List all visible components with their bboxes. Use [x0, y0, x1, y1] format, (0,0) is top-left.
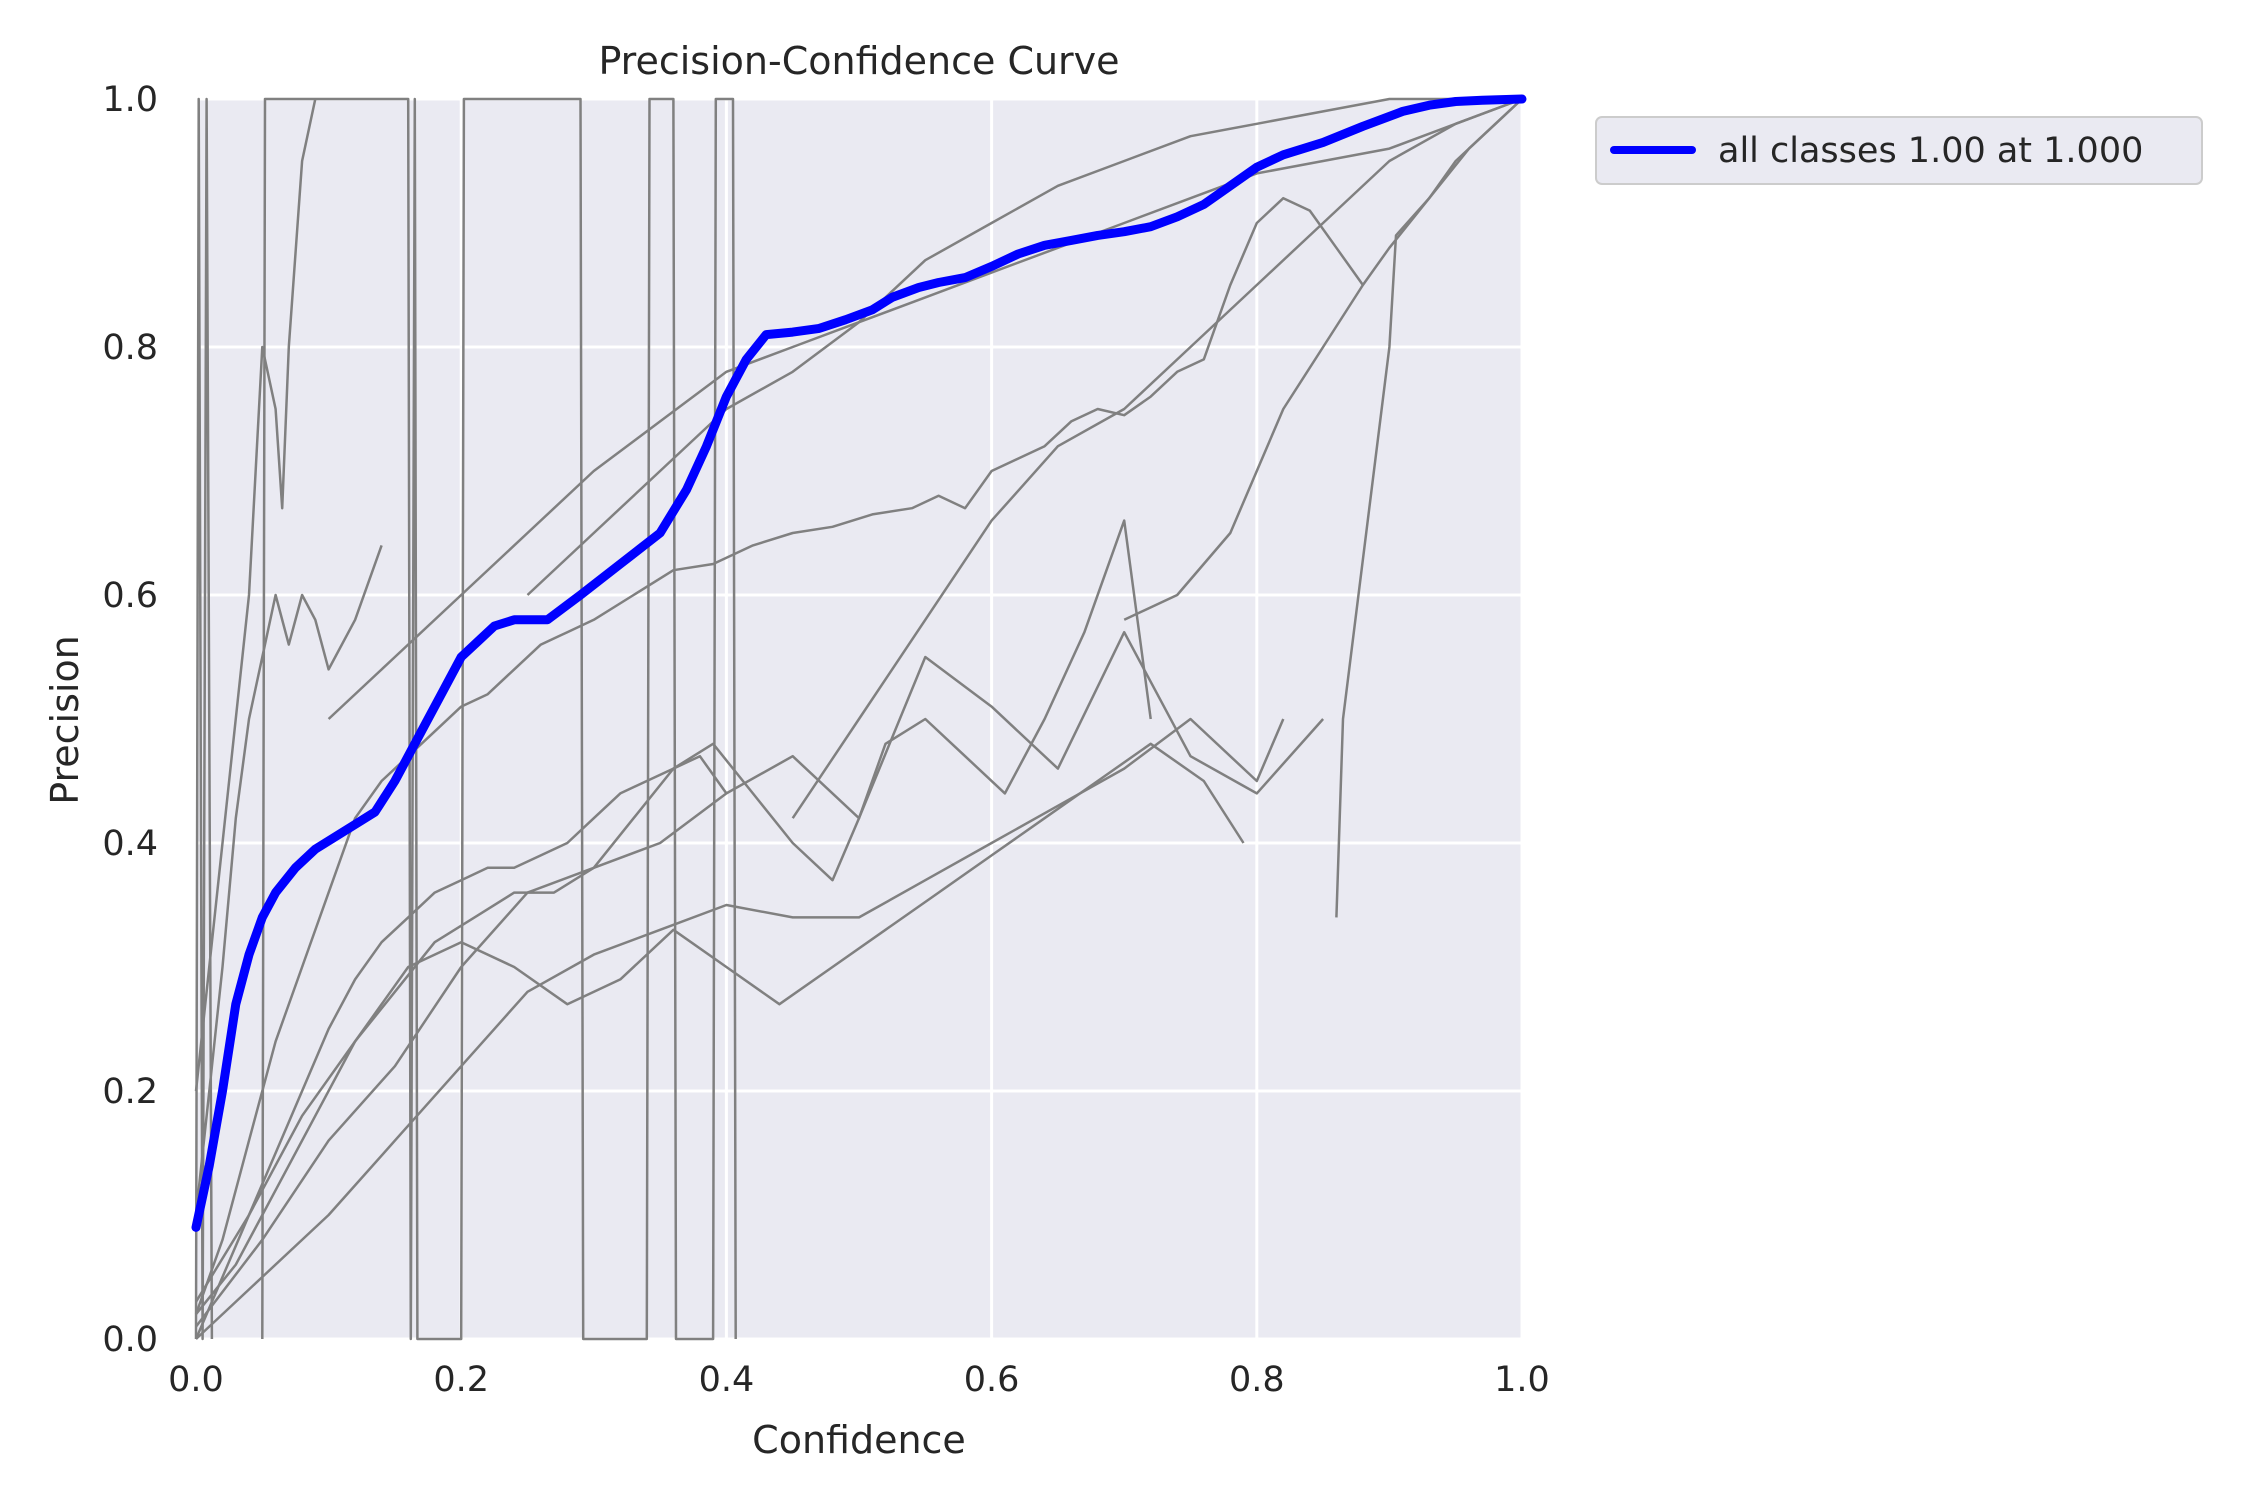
x-tick-labels: 0.0 0.2 0.4 0.6 0.8 1.0 [168, 1360, 1550, 1400]
legend-box [1595, 116, 2203, 185]
y-tick-label: 0.6 [102, 576, 158, 616]
series-line-all-classes [191, 94, 1527, 1232]
class-curve-3 [195, 630, 1325, 1328]
x-tick-label: 0.0 [168, 1360, 224, 1400]
y-tick-label: 0.4 [102, 824, 158, 864]
chart-title: Precision-Confidence Curve [598, 39, 1119, 83]
legend: all classes 1.00 at 1.000 [1595, 116, 2203, 185]
x-tick-label: 0.8 [1229, 1360, 1285, 1400]
y-tick-label: 0.8 [102, 328, 158, 368]
class-curve-13 [261, 97, 737, 1341]
class-curve-8 [327, 97, 1523, 720]
y-tick-label: 0.2 [102, 1072, 158, 1112]
series-lines [191, 94, 1527, 1232]
class-curve-6 [194, 544, 383, 1216]
y-tick-label: 1.0 [102, 80, 158, 120]
class-curve-14 [1335, 98, 1523, 918]
class-curve-9 [526, 97, 1522, 596]
class-curve-12 [194, 97, 214, 1341]
x-tick-label: 0.4 [699, 1360, 755, 1400]
legend-label-all-classes: all classes 1.00 at 1.000 [1718, 131, 2143, 171]
class-curve-7 [194, 98, 317, 1092]
class-curve-10 [791, 97, 1523, 819]
x-tick-label: 0.6 [964, 1360, 1020, 1400]
class-curves [194, 97, 1523, 1341]
x-tick-label: 0.2 [433, 1360, 489, 1400]
x-tick-label: 1.0 [1494, 1360, 1550, 1400]
y-axis-label: Precision [43, 635, 87, 805]
y-tick-label: 0.0 [102, 1320, 158, 1360]
x-axis-label: Confidence [752, 1418, 966, 1462]
y-tick-labels: 0.0 0.2 0.4 0.6 0.8 1.0 [102, 80, 158, 1360]
class-curve-0 [194, 196, 1364, 1315]
class-curve-5 [195, 717, 1285, 1340]
